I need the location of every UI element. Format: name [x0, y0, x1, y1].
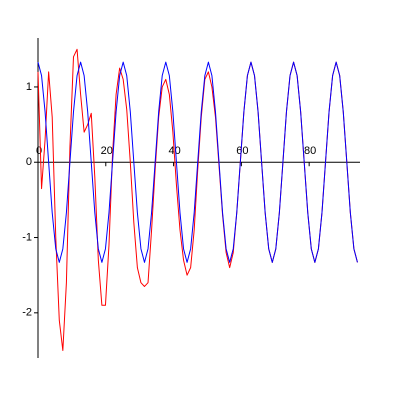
y-tick-label: 0: [26, 156, 32, 168]
y-tick-label: -1: [22, 231, 32, 243]
x-tick-label: 0: [36, 145, 42, 157]
x-tick-label: 20: [101, 145, 113, 157]
y-tick-label: -2: [22, 307, 32, 319]
x-tick-label: 80: [304, 145, 316, 157]
x-tick-label: 60: [236, 145, 248, 157]
y-tick-label: 1: [26, 81, 32, 93]
series-line: [37, 61, 358, 263]
